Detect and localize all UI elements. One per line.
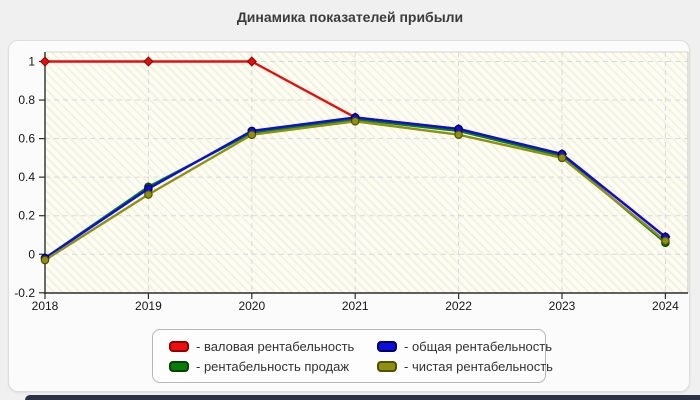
legend-swatch-gross	[169, 340, 189, 352]
plot-area	[45, 52, 688, 293]
legend-label: - чистая рентабельность	[404, 358, 553, 374]
legend: - валовая рентабельность - общая рентабел…	[152, 329, 553, 383]
legend-item-gross: - валовая рентабельность	[169, 339, 377, 354]
legend-item-sales: - рентабельность продаж	[169, 359, 377, 374]
legend-label: - валовая рентабельность	[196, 338, 355, 354]
legend-item-net: - чистая рентабельность	[377, 359, 553, 374]
legend-label: - рентабельность продаж	[196, 358, 350, 374]
footer-bar	[25, 395, 700, 400]
legend-swatch-total	[377, 340, 397, 352]
chart-title: Динамика показателей прибыли	[236, 9, 464, 25]
legend-label: - общая рентабельность	[404, 338, 552, 354]
legend-swatch-sales	[169, 360, 189, 372]
legend-item-total: - общая рентабельность	[377, 339, 553, 354]
legend-swatch-net	[377, 360, 397, 372]
